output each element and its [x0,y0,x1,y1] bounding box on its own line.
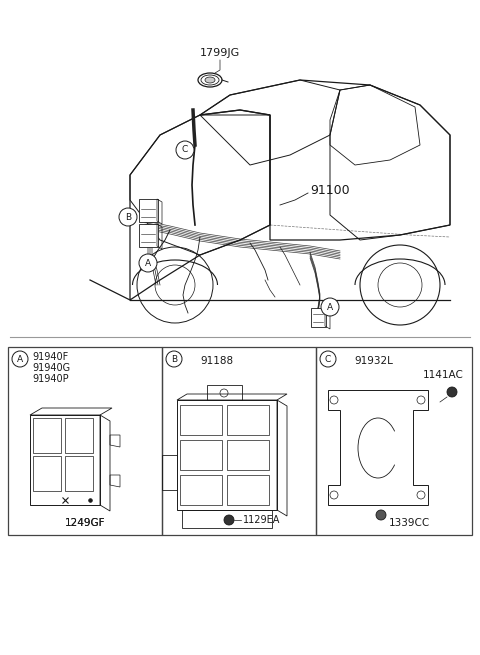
Circle shape [320,351,336,367]
Text: C: C [325,354,331,364]
Circle shape [176,141,194,159]
Circle shape [321,298,339,316]
Circle shape [166,351,182,367]
Circle shape [119,208,137,226]
Ellipse shape [205,77,215,83]
Text: A: A [145,259,151,267]
Circle shape [224,515,234,525]
Text: 91940G: 91940G [32,363,70,373]
FancyBboxPatch shape [139,198,157,221]
Circle shape [376,510,386,520]
Text: 91100: 91100 [310,183,349,196]
Text: 91940F: 91940F [32,352,68,362]
Text: 91188: 91188 [201,356,234,366]
Text: C: C [182,145,188,155]
Text: 1129EA: 1129EA [243,515,280,525]
FancyBboxPatch shape [311,307,325,326]
Text: A: A [17,354,23,364]
Text: 1141AC: 1141AC [423,370,464,380]
Text: 1799JG: 1799JG [200,48,240,58]
Circle shape [447,387,457,397]
Text: 1249GF: 1249GF [65,518,105,528]
FancyBboxPatch shape [139,223,157,246]
Text: A: A [327,303,333,312]
Text: 91932L: 91932L [354,356,393,366]
Text: B: B [171,354,177,364]
Text: B: B [125,212,131,221]
Circle shape [139,254,157,272]
Text: 1339CC: 1339CC [389,518,430,528]
Text: 1249GF: 1249GF [65,518,105,528]
Text: 91940P: 91940P [32,374,69,384]
Circle shape [12,351,28,367]
